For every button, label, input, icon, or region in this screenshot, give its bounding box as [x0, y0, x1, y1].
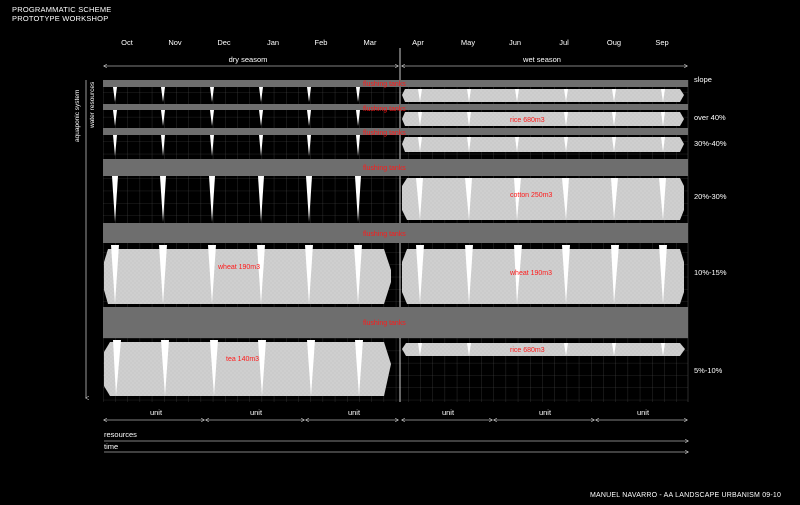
credit-text: MANUEL NAVARRO - AA LANDSCAPE URBANISM 0…: [590, 492, 782, 499]
title-line-1: PROGRAMMATIC SCHEME: [12, 5, 112, 14]
flushing-band: [103, 307, 688, 338]
slope-level: over 40%: [694, 113, 726, 122]
wet-field-row2: [402, 112, 684, 126]
month-label: Apr: [412, 38, 424, 47]
month-label: Feb: [314, 38, 328, 47]
flushing-tanks-label: flushing tanks: [363, 106, 406, 113]
time-label: time: [104, 442, 119, 451]
month-label: Jan: [266, 38, 280, 47]
flushing-tanks-label: flushing tanks: [363, 320, 406, 327]
dry-spikes-row2: [113, 110, 360, 126]
wheat-wet-label: wheat 190m3: [509, 270, 552, 277]
month-label: Nov: [168, 38, 182, 47]
dry-season-label: dry seasom: [228, 55, 268, 64]
wheat-wet-field: [402, 245, 684, 304]
flushing-tanks-label: flushing tanks: [363, 130, 406, 137]
month-label: Oct: [121, 38, 133, 47]
cotton-label: cotton 250m3: [510, 192, 553, 199]
tea-field: [104, 340, 391, 396]
rice-upper-label: rice 680m3: [510, 117, 545, 124]
month-label: Sep: [655, 38, 669, 47]
rice-lower-label: rice 680m3: [510, 347, 545, 354]
month-label: Mar: [363, 38, 377, 47]
wet-field-row3: [402, 137, 684, 152]
dry-spikes-row3: [113, 135, 360, 156]
wheat-dry-field: [104, 245, 391, 304]
flushing-band: [103, 128, 688, 135]
flushing-band: [103, 80, 688, 87]
rice-lower-field: [402, 343, 685, 356]
wet-season-label: wet season: [523, 55, 561, 64]
slope-level: 30%-40%: [694, 139, 727, 148]
month-label: Jul: [559, 38, 569, 47]
month-label: Oug: [606, 38, 622, 47]
slope-level: 5%-10%: [694, 366, 723, 375]
slope-level: 20%-30%: [694, 192, 727, 201]
slope-level: 10%-15%: [694, 268, 727, 277]
flushing-band: [103, 104, 688, 110]
month-label: Dec: [217, 38, 231, 47]
unit-label: unit: [441, 408, 455, 417]
month-label: Jun: [508, 38, 522, 47]
dry-spikes-row4: [112, 176, 361, 222]
wet-field-row1: [402, 89, 684, 102]
unit-label: unit: [149, 408, 163, 417]
unit-label: unit: [538, 408, 552, 417]
slope-title: slope: [694, 75, 712, 84]
flushing-band: [103, 159, 688, 176]
flushing-tanks-label: flushing tanks: [363, 81, 406, 88]
flushing-band: [103, 223, 688, 243]
resources-label: resources: [104, 430, 137, 439]
month-label: May: [460, 38, 476, 47]
flushing-tanks-label: flushing tanks: [363, 165, 406, 172]
dry-spikes-row1: [113, 87, 360, 102]
unit-label: unit: [249, 408, 263, 417]
unit-label: unit: [636, 408, 650, 417]
title-line-2: PROTOTYPE WORKSHOP: [12, 14, 109, 23]
unit-label: unit: [347, 408, 361, 417]
tea-label: tea 140m3: [226, 356, 259, 363]
cotton-field: [402, 178, 684, 220]
wheat-dry-label: wheat 190m3: [217, 264, 260, 271]
flushing-tanks-label: flushing tanks: [363, 231, 406, 238]
